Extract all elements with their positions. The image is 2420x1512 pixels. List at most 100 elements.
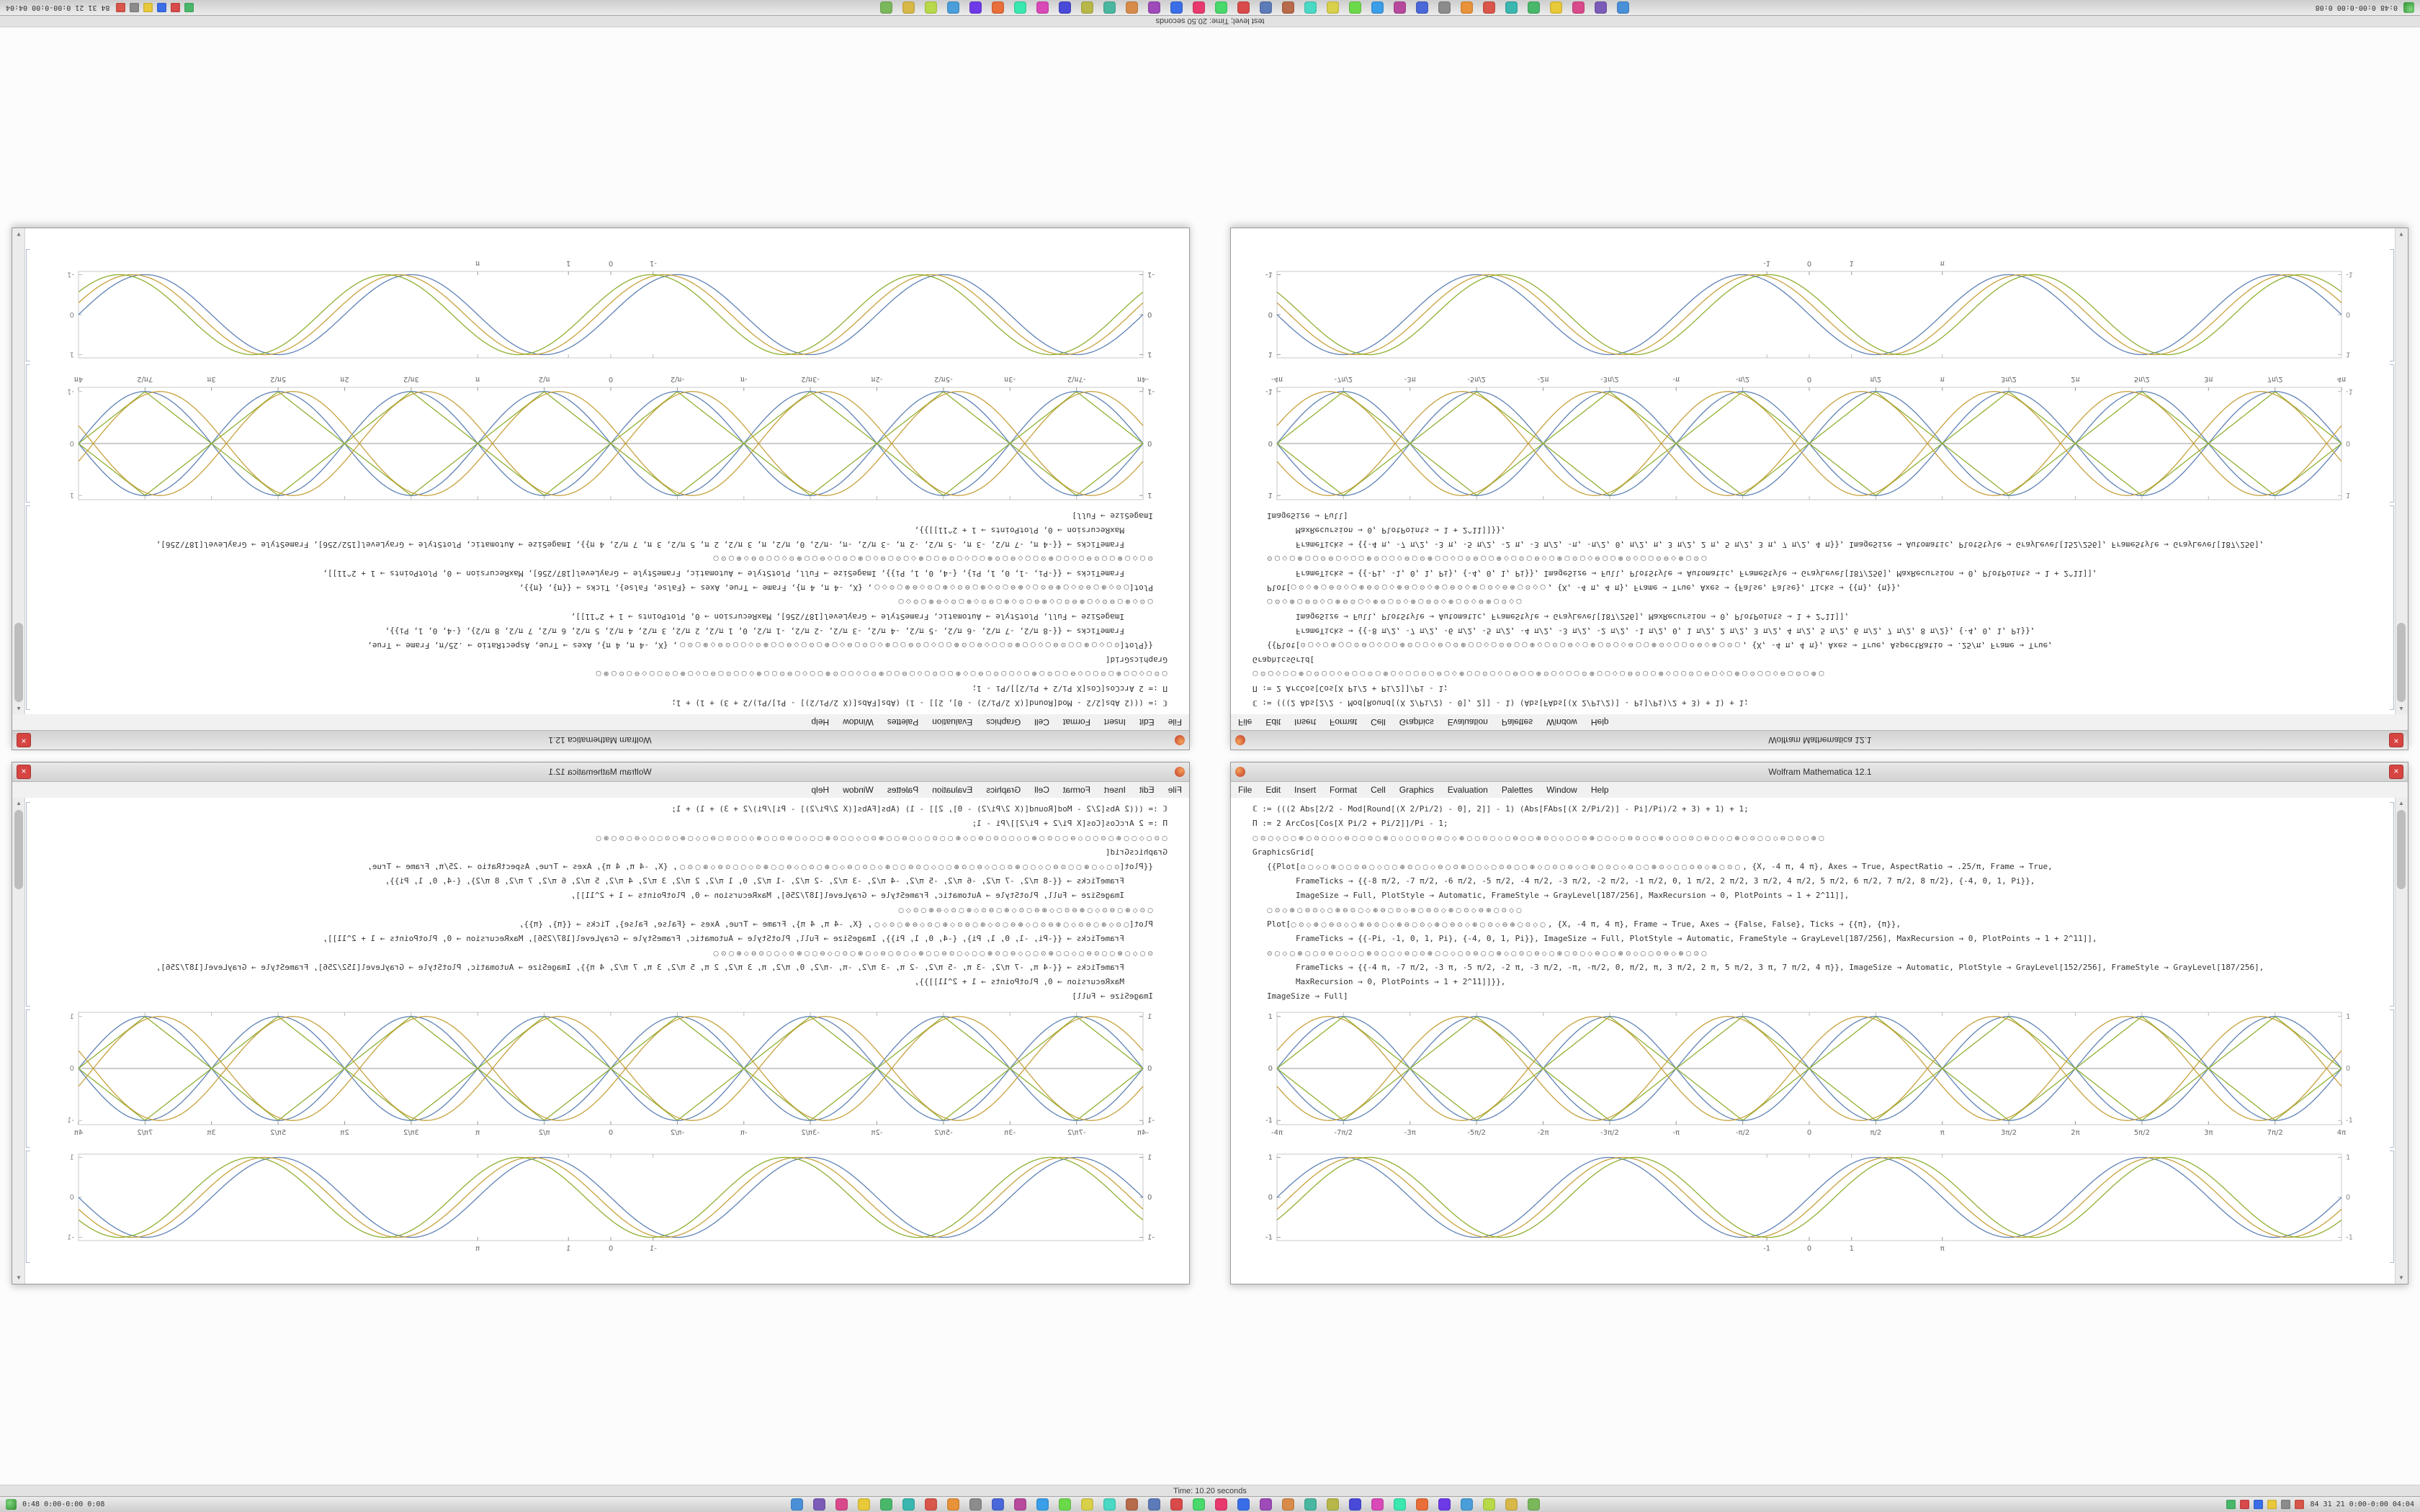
taskbar-app-icon[interactable] [1080,1,1093,14]
taskbar-app-icon[interactable] [1505,1498,1518,1511]
window-titlebar[interactable]: Wolfram Mathematica 12.1 × [1231,730,2408,750]
close-button[interactable]: × [17,765,31,779]
taskbar-app-icon[interactable] [969,1,982,14]
taskbar-app-icon[interactable] [1438,1498,1451,1511]
menu-item-window[interactable]: Window [1546,717,1577,727]
menu-item-format[interactable]: Format [1062,717,1090,727]
tray-icon[interactable] [170,3,180,12]
taskbar-app-icon[interactable] [813,1498,826,1511]
tray-icon[interactable] [2240,1500,2250,1509]
code-cell[interactable]: ℂ := (((2 Abs[2/2 - Mod[Round[(X 2/Pi/2)… [1252,508,2377,710]
scroll-down-arrow-icon[interactable]: ▼ [16,231,22,238]
tray-icon[interactable] [2254,1500,2264,1509]
tray-icon[interactable] [184,3,194,12]
taskbar-app-icon[interactable] [1394,1498,1407,1511]
menu-item-edit[interactable]: Edit [1265,785,1281,795]
taskbar-app-icon[interactable] [879,1,892,14]
scroll-up-arrow-icon[interactable]: ▲ [2398,706,2404,712]
taskbar-app-icon[interactable] [1304,1,1317,14]
taskbar-app-icon[interactable] [991,1,1004,14]
taskbar-app-icon[interactable] [1192,1,1205,14]
taskbar-app-icon[interactable] [1326,1,1339,14]
cell-bracket-plot-b[interactable] [26,1151,30,1263]
cell-bracket-plot-b[interactable] [2390,249,2394,361]
close-button[interactable]: × [2389,733,2403,747]
menu-item-file[interactable]: File [1238,785,1252,795]
taskbar-app-icon[interactable] [1281,1,1294,14]
taskbar-app-icon[interactable] [1572,1,1585,14]
taskbar-app-icon[interactable] [1549,1,1562,14]
taskbar-app-icon[interactable] [925,1498,938,1511]
taskbar-app-icon[interactable] [791,1498,804,1511]
window-titlebar[interactable]: Wolfram Mathematica 12.1 × [12,762,1189,782]
taskbar-app-icon[interactable] [1036,1,1049,14]
scrollbar[interactable]: ▲ ▼ [2395,798,2408,1284]
scrollbar[interactable]: ▲ ▼ [12,798,25,1284]
cell-bracket-plot-a[interactable] [26,1009,30,1148]
taskbar-app-icon[interactable] [1527,1,1540,14]
tray-icon[interactable] [129,3,139,12]
taskbar-app-icon[interactable] [1036,1498,1049,1511]
taskbar-app-icon[interactable] [1327,1498,1340,1511]
taskbar-app-icon[interactable] [1237,1498,1250,1511]
taskbar-app-icon[interactable] [1126,1498,1139,1511]
cell-bracket-code[interactable] [26,505,30,710]
menu-item-palettes[interactable]: Palettes [1501,717,1533,727]
menu-item-insert[interactable]: Insert [1294,785,1317,795]
menu-item-cell[interactable]: Cell [1371,785,1386,795]
menu-item-window[interactable]: Window [1546,785,1577,795]
taskbar-app-icon[interactable] [1125,1,1138,14]
taskbar-app-icon[interactable] [1505,1,1518,14]
tray-icon[interactable] [2226,1500,2236,1509]
menu-item-file[interactable]: File [1168,785,1182,795]
scroll-down-arrow-icon[interactable]: ▼ [16,1274,22,1281]
menu-item-evaluation[interactable]: Evaluation [1447,717,1488,727]
menu-item-edit[interactable]: Edit [1139,717,1155,727]
taskbar-app-icon[interactable] [1081,1498,1094,1511]
cell-bracket-code[interactable] [2390,802,2394,1007]
taskbar-app-icon[interactable] [1616,1,1629,14]
start-menu-icon[interactable] [2403,2,2414,13]
scroll-up-arrow-icon[interactable]: ▲ [16,800,22,806]
taskbar-app-icon[interactable] [1237,1,1250,14]
code-cell[interactable]: ℂ := (((2 Abs[2/2 - Mod[Round[(X 2/Pi/2)… [43,802,1168,1004]
taskbar-app-icon[interactable] [1170,1498,1183,1511]
menu-item-edit[interactable]: Edit [1265,717,1281,727]
cell-bracket-code[interactable] [2390,505,2394,710]
taskbar-app-icon[interactable] [1282,1498,1295,1511]
menu-item-window[interactable]: Window [843,785,874,795]
tray-icon[interactable] [2295,1500,2305,1509]
taskbar-app-icon[interactable] [992,1498,1005,1511]
menu-item-insert[interactable]: Insert [1294,717,1317,727]
menu-item-palettes[interactable]: Palettes [1501,785,1533,795]
tray-icon[interactable] [2267,1500,2277,1509]
menu-item-format[interactable]: Format [1330,717,1358,727]
taskbar-app-icon[interactable] [1170,1,1183,14]
taskbar-app-icon[interactable] [1304,1498,1317,1511]
menu-item-insert[interactable]: Insert [1103,717,1126,727]
menu-item-graphics[interactable]: Graphics [986,717,1021,727]
menu-item-insert[interactable]: Insert [1103,785,1126,795]
taskbar-app-icon[interactable] [1260,1498,1273,1511]
menu-item-cell[interactable]: Cell [1034,717,1049,727]
taskbar-app-icon[interactable] [1594,1,1607,14]
close-button[interactable]: × [17,733,31,747]
menu-item-help[interactable]: Help [1590,785,1609,795]
start-menu-icon[interactable] [6,1499,17,1510]
taskbar-app-icon[interactable] [924,1,937,14]
scrollbar-thumb[interactable] [2397,623,2406,702]
taskbar-app-icon[interactable] [1438,1,1451,14]
cell-bracket-code[interactable] [26,802,30,1007]
cell-bracket-plot-b[interactable] [2390,1151,2394,1263]
taskbar-app-icon[interactable] [1371,1498,1384,1511]
taskbar-app-icon[interactable] [1259,1,1272,14]
taskbar-app-icon[interactable] [858,1498,871,1511]
cell-bracket-plot-a[interactable] [2390,1009,2394,1148]
taskbar-app-icon[interactable] [1483,1498,1496,1511]
scrollbar-thumb[interactable] [14,623,23,702]
code-cell[interactable]: ℂ := (((2 Abs[2/2 - Mod[Round[(X 2/Pi/2)… [43,508,1168,710]
menu-item-cell[interactable]: Cell [1034,785,1049,795]
menu-item-palettes[interactable]: Palettes [887,785,919,795]
taskbar-app-icon[interactable] [1349,1498,1362,1511]
cell-bracket-plot-a[interactable] [2390,364,2394,503]
